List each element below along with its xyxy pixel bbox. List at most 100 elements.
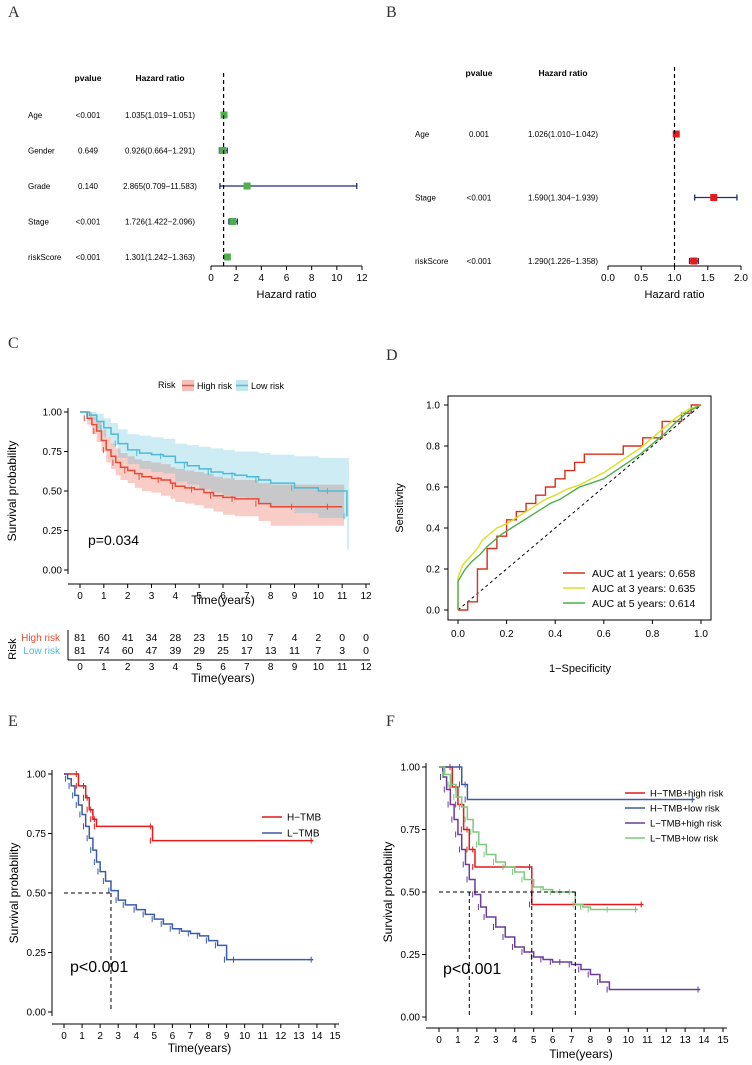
panel-label-a: A [8, 4, 20, 21]
x-tick-label: 2 [97, 1031, 103, 1042]
legend-title: Risk [158, 380, 176, 390]
y-tick-label: 0.8 [426, 442, 440, 453]
risk-table-x-tick: 11 [337, 662, 348, 673]
x-tick-label: 12 [661, 1035, 673, 1046]
risk-table-value-high-risk: 23 [193, 632, 205, 644]
x-tick-label: 12 [360, 591, 372, 602]
row-pvalue-riskscore: <0.001 [76, 253, 101, 262]
risk-table-x-tick: 6 [220, 662, 226, 673]
row-pvalue-age: 0.001 [469, 130, 490, 139]
risk-table-value-high-risk: 0 [363, 632, 369, 644]
risk-table-title: Risk [7, 638, 19, 660]
x-tick-label: 1.0 [668, 273, 682, 284]
hazard-ratio-header: Hazard ratio [135, 73, 184, 83]
panel-label-d: D [386, 347, 398, 364]
risk-table-value-high-risk: 15 [217, 632, 229, 644]
p-value: p<0.001 [443, 961, 501, 978]
hr-point-riskscore [690, 257, 698, 265]
panel-label-b: B [386, 4, 397, 21]
legend-label-auc-at-1-years-0-658: AUC at 1 years: 0.658 [592, 568, 695, 580]
row-name-stage: Stage [28, 218, 49, 227]
x-tick-label: 7 [569, 1035, 575, 1046]
y-tick-label: 0.00 [27, 1008, 47, 1019]
panel-labels: A B C D E F [8, 4, 398, 730]
y-tick-label: 0.00 [43, 566, 63, 577]
x-tick-label: 14 [311, 1031, 323, 1042]
x-tick-label: 14 [699, 1035, 711, 1046]
x-tick-label: 8 [309, 273, 315, 284]
x-tick-label: 13 [680, 1035, 692, 1046]
y-tick-label: 1.0 [426, 401, 440, 412]
plot-frame [447, 395, 712, 621]
x-tick-label: 7 [188, 1031, 194, 1042]
risk-table-value-low-risk: 39 [169, 645, 181, 657]
risk-table-x-tick: 7 [244, 662, 250, 673]
x-tick-label: 4 [259, 273, 265, 284]
x-tick-label: 4 [173, 591, 179, 602]
risk-table-value-high-risk: 28 [169, 632, 181, 644]
p-value: p=0.034 [88, 532, 139, 548]
hazard-ratio-header: Hazard ratio [538, 68, 587, 78]
panel-e-km-plot: 0.000.250.500.751.000 1 2 3 4 5 6 7 8 9 10 11 12 13 14… [7, 770, 341, 1056]
row-hr-text-riskscore: 1.290(1.226−1.358) [528, 257, 598, 266]
p-value: p<0.001 [70, 959, 128, 976]
legend-label-h-tmb-high-risk: H−TMB+high risk [650, 789, 724, 800]
x-axis-label: 1−Specificity [549, 663, 612, 675]
x-tick-label: 1 [455, 1035, 461, 1046]
y-tick-label: 0.25 [401, 950, 421, 961]
roc-curve-auc-at-1-years-0-658 [458, 404, 701, 611]
risk-table-value-low-risk: 17 [241, 645, 253, 657]
panel-label-c: C [8, 335, 19, 352]
risk-table-value-high-risk: 41 [122, 632, 134, 644]
survival-curve-h-tmb-low-risk [439, 766, 695, 801]
x-tick-label: 1 [79, 1031, 85, 1042]
row-pvalue-stage: <0.001 [467, 194, 492, 203]
y-tick-label: 0.50 [43, 487, 63, 498]
x-tick-label: 9 [224, 1031, 230, 1042]
row-name-age: Age [415, 130, 430, 139]
risk-table-value-low-risk: 47 [146, 645, 158, 657]
risk-table-value-low-risk: 13 [265, 645, 277, 657]
hr-point-stage [229, 218, 237, 225]
risk-table-value-high-risk: 4 [292, 632, 298, 644]
risk-table-x-label: Time(years) [191, 671, 255, 685]
x-tick-label: 10 [623, 1035, 635, 1046]
row-name-age: Age [28, 111, 43, 120]
risk-table-value-low-risk: 74 [98, 645, 110, 657]
x-tick-label: 3 [149, 591, 155, 602]
x-tick-label: 11 [642, 1035, 653, 1046]
risk-table-x-tick: 2 [125, 662, 131, 673]
x-tick-label: 6 [550, 1035, 556, 1046]
x-tick-label: 8 [268, 591, 274, 602]
x-tick-label: 4 [133, 1031, 139, 1042]
x-tick-label: 8 [206, 1031, 212, 1042]
legend-label-l-tmb-high-risk: L−TMB+high risk [650, 819, 722, 830]
x-tick-label: 10 [331, 273, 343, 284]
risk-table-value-high-risk: 10 [241, 632, 253, 644]
row-hr-text-stage: 1.590(1.304−1.939) [528, 194, 598, 203]
row-hr-text-stage: 1.726(1.422−2.096) [125, 218, 195, 227]
risk-table-x-tick: 1 [101, 662, 107, 673]
row-hr-text-age: 1.026(1.010−1.042) [528, 130, 598, 139]
survival-curve-l-tmb-high-risk [439, 766, 701, 991]
panel-a-forest-plot: pvalue Hazard ratio Age <0.001 1.035(1.019−1… [28, 73, 368, 301]
legend-label-l-tmb-low-risk: L−TMB+low risk [650, 834, 718, 845]
y-tick-label: 0.50 [27, 889, 47, 900]
x-tick-label: 0 [208, 273, 214, 284]
risk-table-value-high-risk: 34 [146, 632, 158, 644]
x-tick-label: 0.8 [645, 629, 659, 640]
risk-table-x-tick: 8 [268, 662, 274, 673]
y-tick-label: 0.25 [27, 948, 47, 959]
row-hr-text-gender: 0.926(0.664−1.291) [125, 147, 195, 156]
row-hr-text-age: 1.035(1.019−1.051) [125, 111, 195, 120]
y-axis-label: Survival probability [5, 441, 19, 542]
x-axis-label: Time(years) [549, 1047, 613, 1061]
risk-table-value-low-risk: 3 [339, 645, 345, 657]
x-tick-label: 6 [220, 591, 226, 602]
y-tick-label: 1.00 [43, 408, 63, 419]
risk-table-value-high-risk: 0 [339, 632, 345, 644]
row-name-grade: Grade [28, 182, 51, 191]
row-pvalue-riskscore: <0.001 [467, 257, 492, 266]
y-tick-label: 0.75 [401, 825, 421, 836]
